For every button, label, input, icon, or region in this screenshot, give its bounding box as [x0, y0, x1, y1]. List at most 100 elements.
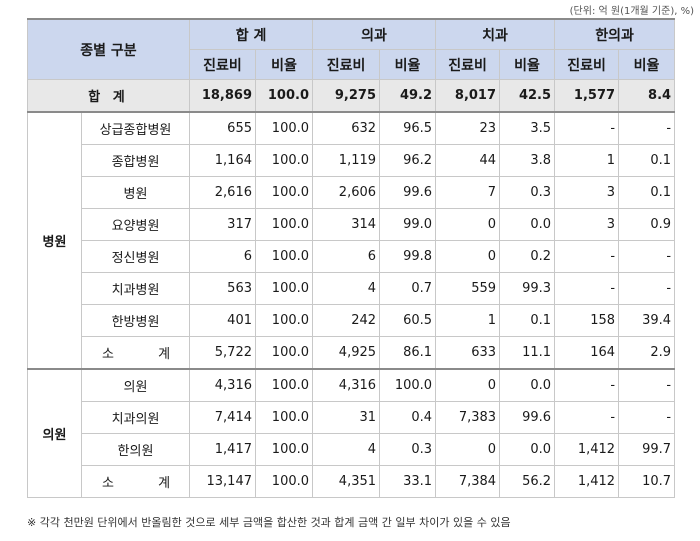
- table-cell: 60.5: [379, 304, 437, 337]
- table-cell: 100.0: [254, 465, 314, 498]
- table-cell: 9,275: [312, 79, 381, 113]
- table-cell: 2,616: [189, 176, 256, 209]
- table-cell: 100.0: [254, 240, 314, 273]
- table-cell: 2,606: [312, 176, 381, 209]
- table-cell: -: [554, 272, 620, 305]
- table-cell: 39.4: [618, 304, 676, 337]
- table-cell: 100.0: [254, 336, 314, 370]
- row-label: 요양병원: [81, 208, 190, 241]
- table-cell: 164: [554, 336, 620, 370]
- table-cell: 7,384: [435, 465, 501, 498]
- table-cell: 99.6: [499, 401, 556, 434]
- header-row-groups: 종별 구분 합 계 의과 치과 한의과: [27, 18, 676, 80]
- row-label: 한의원: [81, 433, 190, 466]
- table-cell: 0: [435, 208, 501, 241]
- table-cell: 4,351: [312, 465, 381, 498]
- group-header-total: 합 계: [188, 18, 314, 50]
- table-cell: -: [554, 240, 620, 273]
- table-cell: 4: [312, 272, 381, 305]
- table-cell: 158: [554, 304, 620, 337]
- table-cell: 1,164: [189, 144, 256, 177]
- sub-header-ratio: 비율: [499, 49, 556, 80]
- table-cell: 13,147: [189, 465, 256, 498]
- table-row: 치과병원 563 100.0 4 0.7 559 99.3- -: [28, 272, 676, 305]
- row-label: 정신병원: [81, 240, 190, 273]
- table-cell: 6: [189, 240, 256, 273]
- table-row: 요양병원 317 100.0 314 99.0 0 0.0 3 0.9: [28, 208, 676, 241]
- table-cell: 242: [312, 304, 381, 337]
- table-cell: 100.0: [254, 176, 314, 209]
- table-cell: 0.1: [499, 304, 556, 337]
- section-label: 의원: [27, 368, 82, 498]
- table-cell: 0.2: [499, 240, 556, 273]
- table-cell: 4,925: [312, 336, 381, 370]
- table-cell: 0.0: [499, 368, 556, 402]
- table-cell: 99.0: [379, 208, 437, 241]
- table-cell: -: [618, 272, 676, 305]
- sub-header-ratio: 비율: [379, 49, 437, 80]
- table-cell: 6: [312, 240, 381, 273]
- footnote: ※ 각각 천만원 단위에서 반올림한 것으로 세부 금액을 합산한 것과 합계 …: [27, 516, 511, 529]
- table-cell: 563: [189, 272, 256, 305]
- table-cell: 0.3: [499, 176, 556, 209]
- table-cell: 100.0: [254, 401, 314, 434]
- table-cell: 314: [312, 208, 381, 241]
- table-cell: 100.0: [379, 368, 437, 402]
- table-cell: 0: [435, 433, 501, 466]
- grand-total-label: 합 계: [27, 79, 190, 113]
- sub-header-cost: 진료비: [189, 49, 256, 80]
- table-cell: 44: [435, 144, 501, 177]
- table-cell: 18,869: [189, 79, 256, 113]
- table-cell: -: [618, 368, 676, 402]
- table-cell: 100.0: [254, 368, 314, 402]
- table-cell: 99.6: [379, 176, 437, 209]
- table-cell: 100.0: [254, 79, 314, 113]
- table-cell: 401: [189, 304, 256, 337]
- table-cell: 0.1: [618, 176, 676, 209]
- group-header-medicine: 의과: [312, 18, 437, 50]
- sub-header-cost: 진료비: [312, 49, 381, 80]
- table-row: 병원 상급종합병원 655 100.0 632 96.5 23 3.5- -: [27, 111, 676, 370]
- table-cell: 7: [435, 176, 501, 209]
- group-header-oriental: 한의과: [554, 18, 676, 50]
- table-cell: 1,417: [189, 433, 256, 466]
- section-label: 병원: [27, 111, 82, 370]
- table-cell: 1,119: [312, 144, 381, 177]
- table-cell: 3.5: [499, 111, 556, 145]
- table-cell: 99.3: [499, 272, 556, 305]
- table-cell: 632: [312, 111, 381, 145]
- table-cell: 96.5: [379, 111, 437, 145]
- row-label: 병원: [81, 176, 190, 209]
- table-cell: 0: [435, 240, 501, 273]
- table-cell: 633: [435, 336, 501, 370]
- table-cell: 23: [435, 111, 501, 145]
- table-row: 정신병원 6 100.0 6 99.8 0 0.2- -: [28, 240, 676, 273]
- table-cell: 4: [312, 433, 381, 466]
- table-cell: 100.0: [254, 304, 314, 337]
- subtotal-row: 소 계 13,147 100.0 4,351 33.1 7,384 56.2 1,412 10.…: [28, 465, 676, 498]
- table-cell: -: [618, 111, 676, 145]
- table-cell: -: [554, 401, 620, 434]
- table-cell: 1,412: [554, 433, 620, 466]
- table-cell: 0.1: [618, 144, 676, 177]
- table-cell: 31: [312, 401, 381, 434]
- row-label: 의원: [81, 368, 190, 402]
- table-cell: 100.0: [254, 111, 314, 145]
- table-cell: 0.0: [499, 433, 556, 466]
- sub-header-ratio: 비율: [254, 49, 314, 80]
- table-cell: 86.1: [379, 336, 437, 370]
- table-cell: 49.2: [379, 79, 437, 113]
- table-cell: 0: [435, 368, 501, 402]
- table-cell: 1,577: [554, 79, 620, 113]
- table-row: 치과의원 7,414 100.0 31 0.4 7,383 99.6- -: [28, 401, 676, 434]
- table-cell: 4,316: [312, 368, 381, 402]
- table-cell: 3: [554, 208, 620, 241]
- corner-header: 종별 구분: [27, 18, 190, 80]
- table-cell: 7,383: [435, 401, 501, 434]
- table-cell: 317: [189, 208, 256, 241]
- row-label: 치과의원: [81, 401, 190, 434]
- grand-total-row: 합 계 18,869 100.0 9,275 49.2 8,017 42.5 1…: [27, 79, 676, 113]
- table-cell: 1: [435, 304, 501, 337]
- table-cell: 11.1: [499, 336, 556, 370]
- medical-cost-table: 종별 구분 합 계 의과 치과 한의과 진료비 비율 진료비 비율 진료비 비율…: [27, 18, 676, 498]
